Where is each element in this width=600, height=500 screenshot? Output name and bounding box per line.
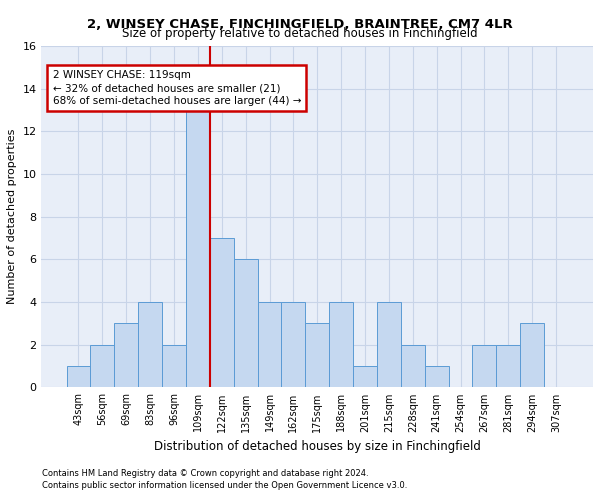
X-axis label: Distribution of detached houses by size in Finchingfield: Distribution of detached houses by size … [154, 440, 481, 453]
Text: Contains HM Land Registry data © Crown copyright and database right 2024.: Contains HM Land Registry data © Crown c… [42, 468, 368, 477]
Bar [281, 302, 305, 388]
Bar [401, 345, 425, 388]
Y-axis label: Number of detached properties: Number of detached properties [7, 129, 17, 304]
Bar [305, 324, 329, 388]
Bar [257, 302, 281, 388]
Bar [496, 345, 520, 388]
Bar [425, 366, 449, 388]
Bar [520, 324, 544, 388]
Bar [233, 260, 257, 388]
Bar [115, 324, 138, 388]
Bar [138, 302, 162, 388]
Bar [186, 110, 210, 388]
Text: 2 WINSEY CHASE: 119sqm
← 32% of detached houses are smaller (21)
68% of semi-det: 2 WINSEY CHASE: 119sqm ← 32% of detached… [53, 70, 301, 106]
Text: Contains public sector information licensed under the Open Government Licence v3: Contains public sector information licen… [42, 481, 407, 490]
Text: 2, WINSEY CHASE, FINCHINGFIELD, BRAINTREE, CM7 4LR: 2, WINSEY CHASE, FINCHINGFIELD, BRAINTRE… [87, 18, 513, 30]
Bar [472, 345, 496, 388]
Bar [210, 238, 233, 388]
Bar [91, 345, 115, 388]
Bar [162, 345, 186, 388]
Bar [353, 366, 377, 388]
Text: Size of property relative to detached houses in Finchingfield: Size of property relative to detached ho… [122, 28, 478, 40]
Bar [67, 366, 91, 388]
Bar [329, 302, 353, 388]
Bar [377, 302, 401, 388]
